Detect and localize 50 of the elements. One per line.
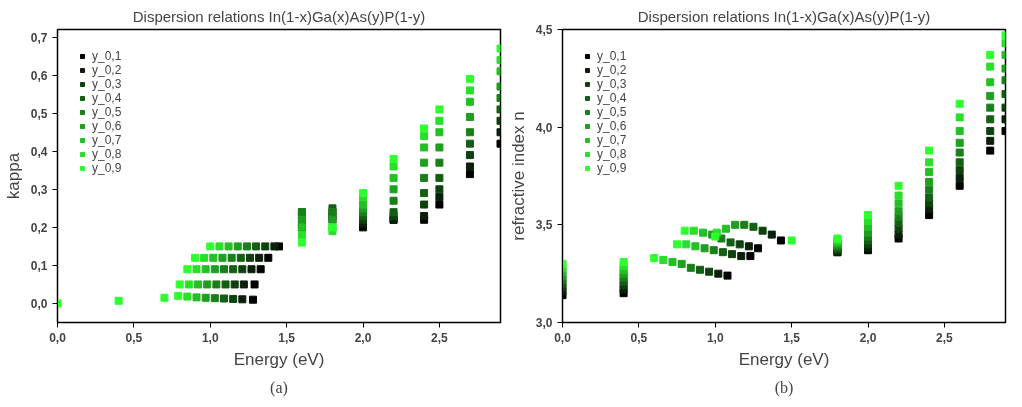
text: (b)	[774, 378, 794, 397]
y-axis-title: kappa	[3, 152, 23, 200]
y-tick-label: 4,0	[535, 120, 553, 135]
x-tick-label: 2,5	[431, 330, 449, 345]
x-tick-label: 0,0	[554, 330, 572, 345]
legend-label: y_0,4	[597, 91, 627, 105]
x-tick-label: 1,0	[201, 330, 219, 345]
x-tick-label: 2,0	[354, 330, 372, 345]
x-tick-label: 1,5	[783, 330, 801, 345]
legend-label: y_0,5	[597, 105, 627, 119]
y-tick-label: 0,3	[30, 182, 48, 197]
legend-label: y_0,9	[92, 161, 122, 175]
x-tick-label: 1,0	[706, 330, 724, 345]
legend-label: y_0,6	[92, 119, 122, 133]
x-tick-label: 2,5	[936, 330, 954, 345]
legend-label: y_0,1	[597, 49, 627, 63]
legend-label: y_0,8	[597, 147, 627, 161]
x-tick-label: 0,0	[49, 330, 67, 345]
legend-label: y_0,3	[597, 77, 627, 91]
x-axis-title: Energy (eV)	[738, 349, 830, 369]
y-axis-title: refractive index n	[508, 111, 528, 241]
legend-label: y_0,1	[92, 49, 122, 63]
x-tick-label: 0,5	[630, 330, 648, 345]
legend-label: y_0,5	[92, 105, 122, 119]
legend-label: y_0,2	[597, 63, 627, 77]
y-tick-label: 0,7	[30, 30, 48, 45]
chart-title: Dispersion relations In(1-x)Ga(x)As(y)P(1-y)	[132, 7, 426, 25]
y-tick-label: 3,0	[535, 316, 553, 330]
legend-label: y_0,7	[597, 133, 627, 147]
y-tick-label: 0,2	[30, 220, 48, 235]
x-tick-label: 2,0	[859, 330, 877, 345]
x-tick-label: 0,5	[125, 330, 143, 345]
legend-label: y_0,3	[92, 77, 122, 91]
chart-title: Dispersion relations In(1-x)Ga(x)As(y)P(1-y)	[637, 7, 931, 25]
legend-label: y_0,7	[92, 133, 122, 147]
y-tick-label: 0,4	[30, 144, 48, 159]
x-tick-label: 1,5	[278, 330, 296, 345]
legend-label: y_0,8	[92, 147, 122, 161]
legend-label: y_0,9	[597, 161, 627, 175]
legend-label: y_0,6	[597, 119, 627, 133]
y-tick-label: 0,5	[30, 106, 48, 121]
legend-label: y_0,4	[92, 91, 122, 105]
y-tick-label: 0,6	[30, 68, 48, 83]
x-axis-title: Energy (eV)	[233, 349, 325, 369]
text: (a)	[270, 378, 288, 397]
y-tick-label: 0,0	[30, 296, 48, 311]
y-tick-label: 3,5	[535, 218, 553, 233]
y-tick-label: 0,1	[30, 258, 48, 273]
y-tick-label: 4,5	[535, 23, 553, 37]
legend-label: y_0,2	[92, 63, 122, 77]
